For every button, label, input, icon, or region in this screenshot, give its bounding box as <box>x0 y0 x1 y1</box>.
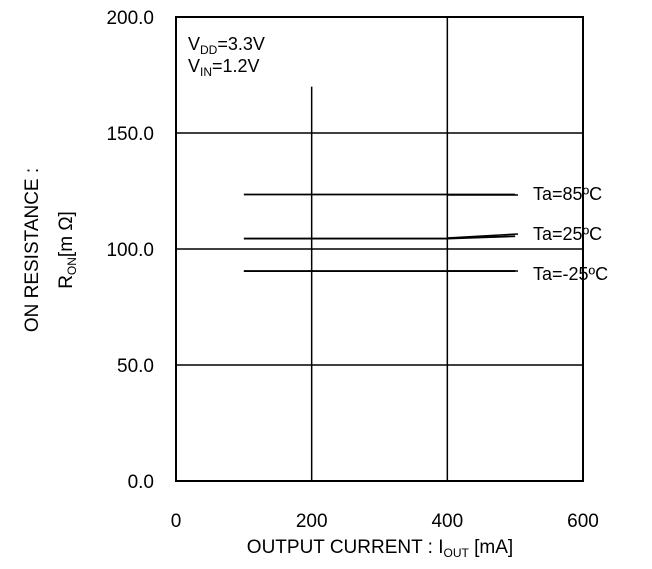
x-tick-label: 400 <box>431 511 463 532</box>
y-tick-label: 150.0 <box>106 124 154 145</box>
series-label-25c: Ta=25ºC <box>533 224 602 244</box>
y-axis-title-line2: RON[m Ω] <box>56 211 79 289</box>
y-axis-title-line1: ON RESISTANCE : <box>22 168 43 332</box>
series-label-minus25c: Ta=-25ºC <box>533 264 608 284</box>
grid <box>176 17 583 481</box>
tick-labels: 0.0 50.0 100.0 150.0 200.0 0 200 400 600 <box>106 8 598 532</box>
y-tick-label: 100.0 <box>106 240 154 261</box>
condition-vin: VIN=1.2V <box>188 56 260 79</box>
x-tick-label: 200 <box>296 511 328 532</box>
y-tick-label: 50.0 <box>117 356 154 377</box>
leader-line-25c <box>446 233 519 239</box>
condition-vdd: VDD=3.3V <box>188 34 265 57</box>
x-tick-label: 600 <box>567 511 599 532</box>
series-line-1 <box>243 235 516 240</box>
x-tick-label: 0 <box>171 511 182 532</box>
series-lines <box>243 193 516 272</box>
plot-area <box>175 16 584 482</box>
y-tick-label: 200.0 <box>106 8 154 29</box>
y-tick-label: 0.0 <box>128 472 154 493</box>
series-label-85c: Ta=85ºC <box>533 184 602 204</box>
x-axis-title: OUTPUT CURRENT : IOUT [mA] <box>247 537 513 560</box>
